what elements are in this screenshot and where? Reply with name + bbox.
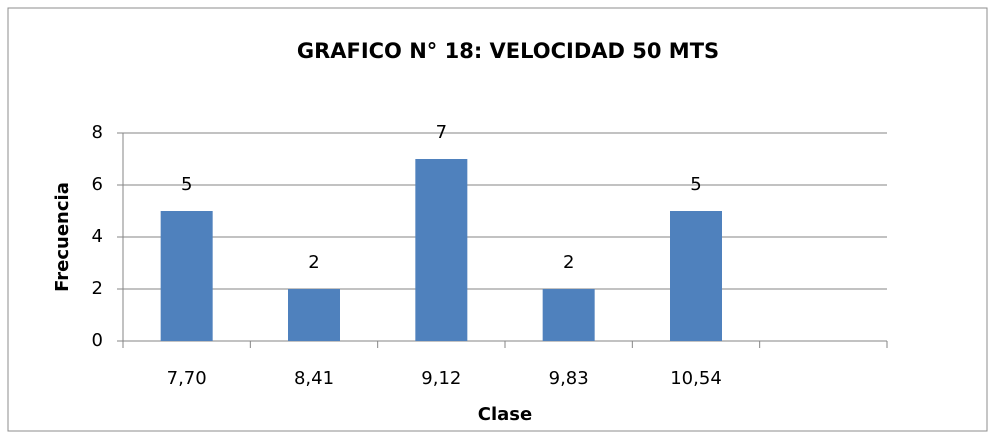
bar [288, 289, 340, 341]
x-tick-label: 10,54 [670, 368, 722, 389]
data-label: 5 [690, 174, 701, 195]
data-label: 5 [181, 174, 192, 195]
y-tick-label: 6 [92, 174, 103, 195]
x-tick-label: 9,12 [421, 368, 461, 389]
y-tick-label: 8 [92, 122, 103, 143]
bar [542, 289, 595, 341]
y-tick-label: 0 [92, 330, 103, 351]
data-label: 2 [563, 252, 574, 273]
chart-frame [7, 7, 988, 432]
x-tick-label: 9,83 [549, 368, 589, 389]
chart-title: GRAFICO N° 18: VELOCIDAD 50 MTS [297, 39, 719, 63]
y-tick-label: 2 [92, 278, 103, 299]
data-label: 2 [308, 252, 319, 273]
y-tick-label: 4 [92, 226, 103, 247]
bar [670, 211, 722, 341]
bar [160, 211, 213, 341]
x-tick-label: 7,70 [167, 368, 207, 389]
data-label: 7 [436, 122, 447, 143]
x-axis-label: Clase [478, 404, 532, 425]
bar [415, 159, 468, 341]
x-tick-label: 8,41 [294, 368, 334, 389]
y-axis-label: Frecuencia [52, 182, 73, 292]
